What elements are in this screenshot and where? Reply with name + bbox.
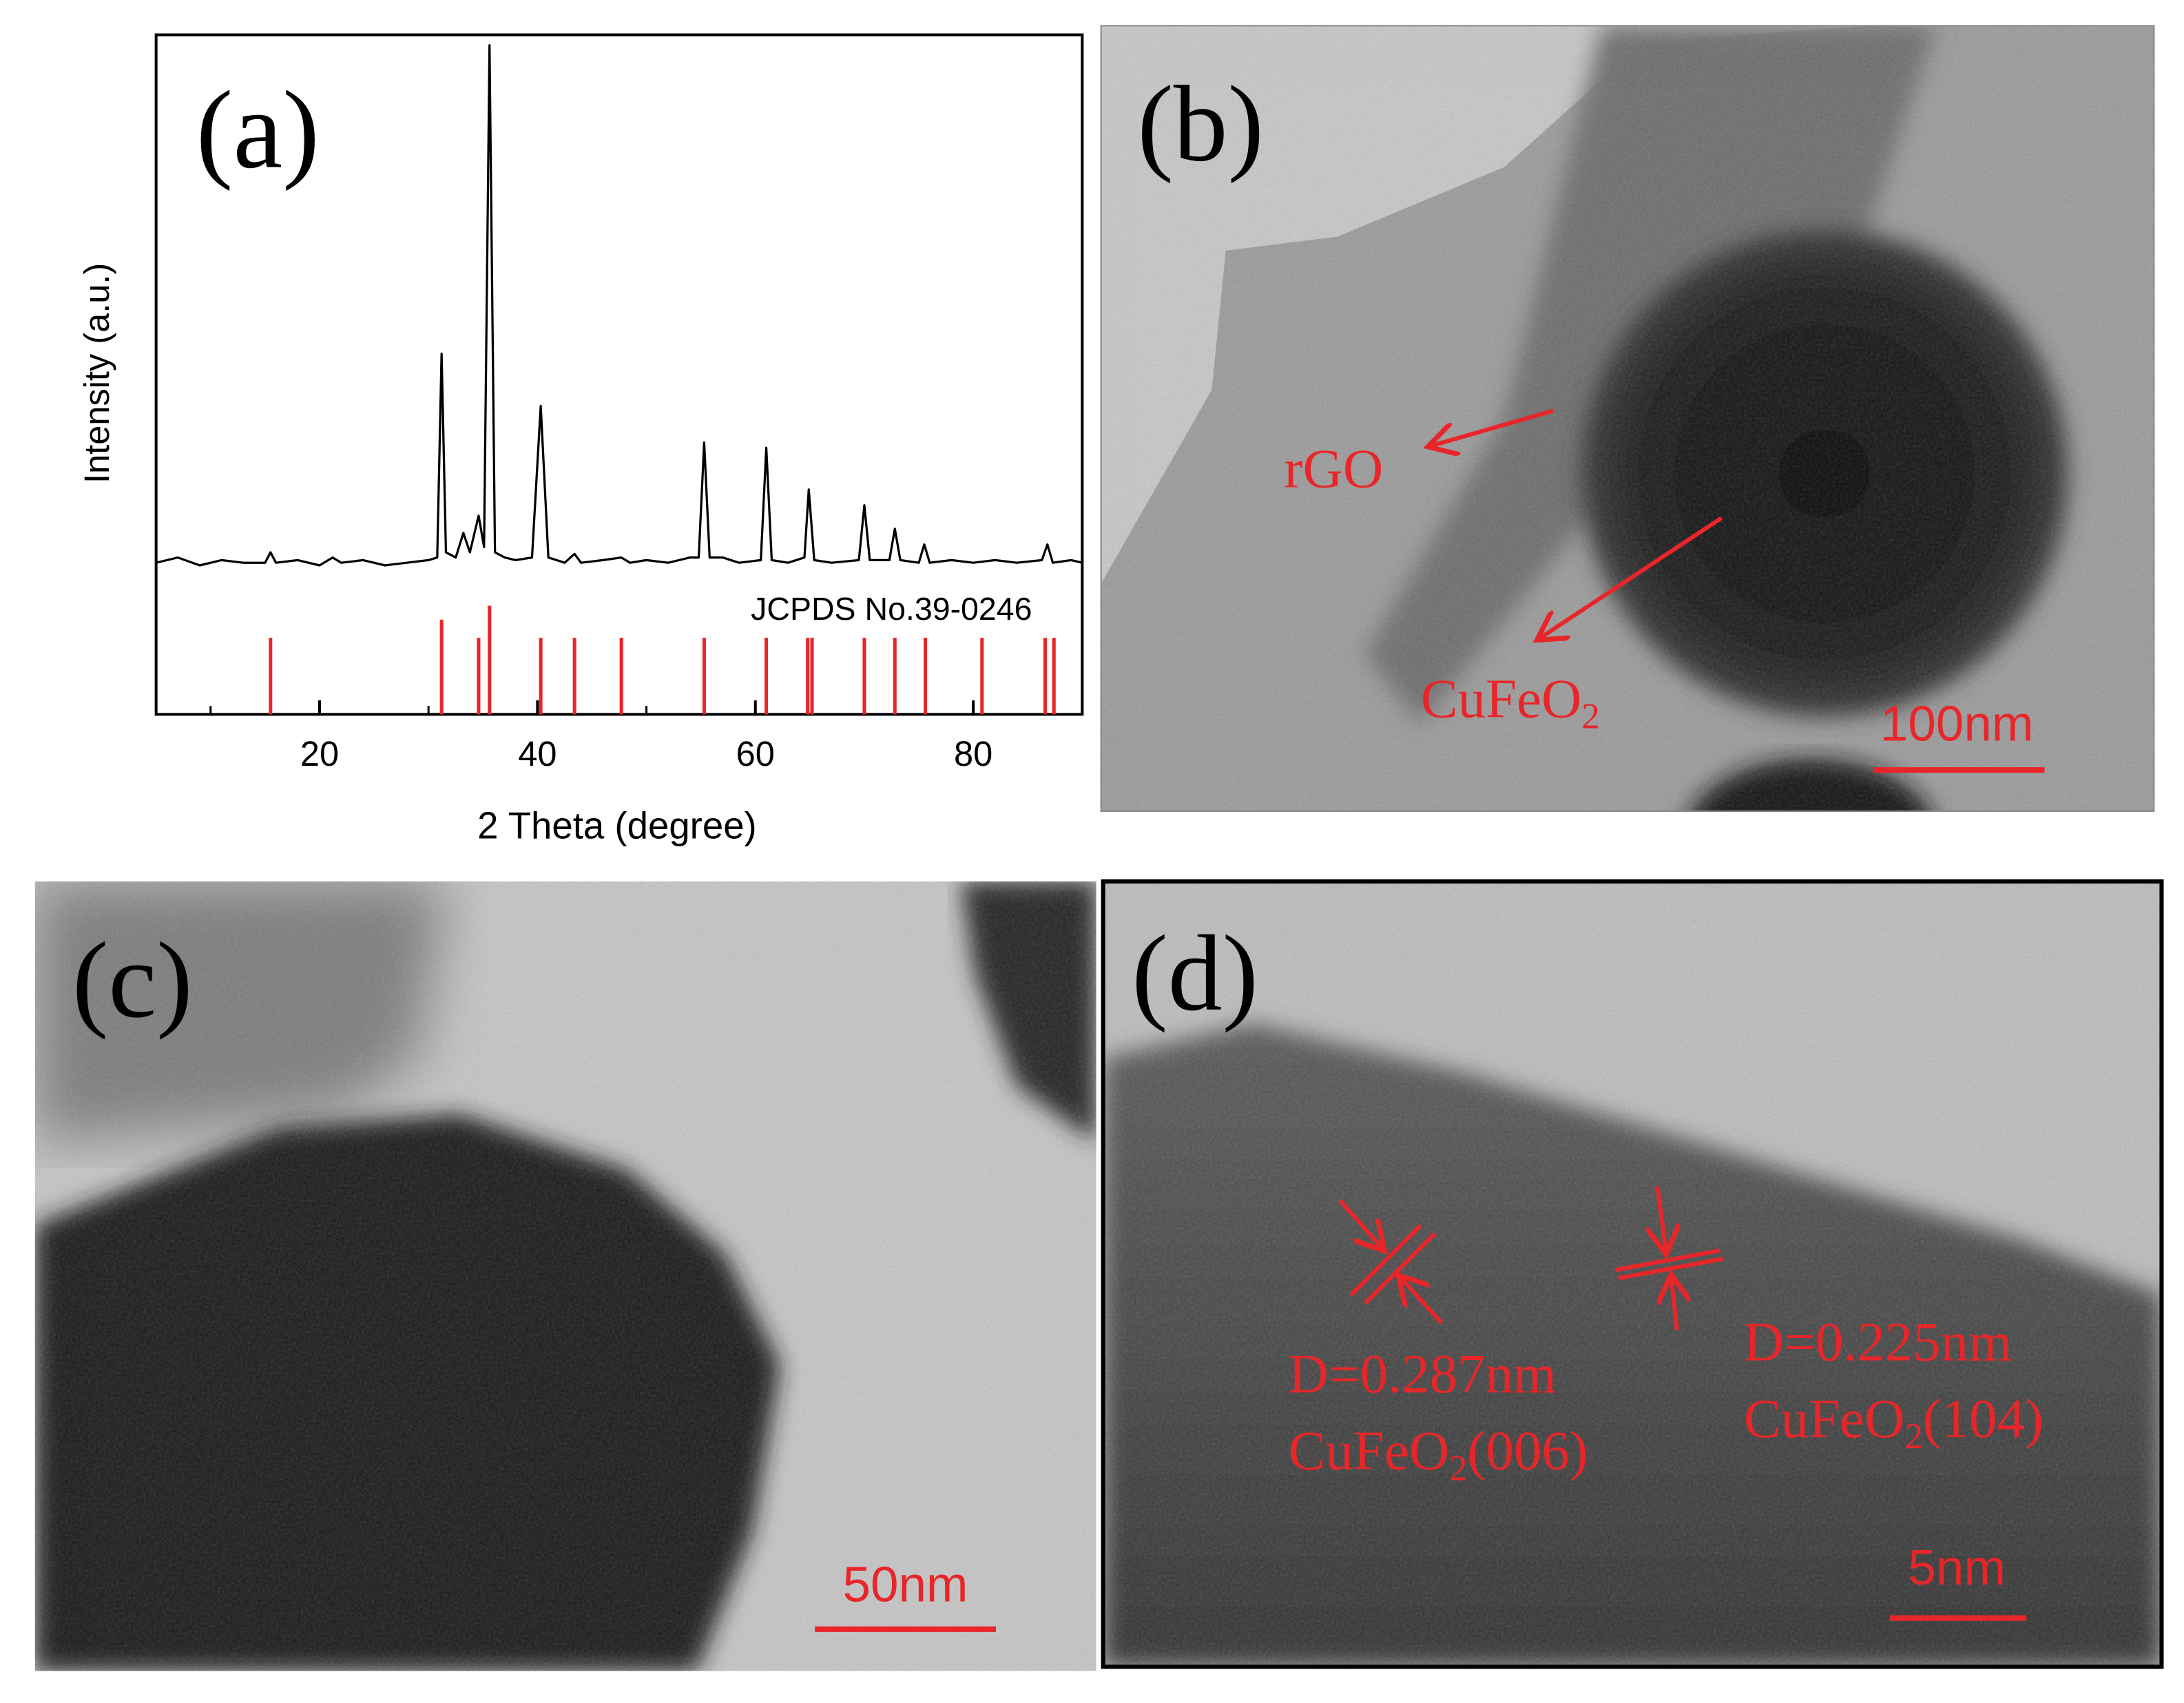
annotation: rGO	[1285, 439, 1384, 500]
tem-panel-c	[34, 881, 1096, 1671]
fringe-marker	[1338, 1186, 1724, 1330]
panel-label: (a)	[196, 68, 320, 191]
annotation: CuFeO2(006)	[1289, 1420, 1588, 1488]
x-tick-label: 20	[300, 734, 339, 773]
xrd-pattern	[156, 44, 1083, 567]
x-tick-label: 40	[518, 734, 557, 773]
x-tick-label: 80	[954, 734, 992, 773]
annotation: D=0.287nm	[1289, 1344, 1557, 1405]
y-axis-title: Intensity (a.u.)	[77, 263, 116, 483]
arrow	[1432, 408, 1554, 446]
panel-label: (b)	[1137, 64, 1264, 185]
tem-panel-d	[1103, 881, 2162, 1667]
reference-label: JCPDS No.39-0246	[751, 591, 1032, 627]
x-tick-label: 60	[736, 734, 775, 773]
scale-bar-label: 100nm	[1880, 696, 2034, 752]
annotation: D=0.225nm	[1744, 1312, 2012, 1373]
annotation: CuFeO2	[1421, 668, 1600, 736]
panel-label: (d)	[1132, 913, 1258, 1034]
scale-bar-label: 50nm	[843, 1556, 968, 1612]
tem-panel-b	[1100, 25, 2155, 812]
xrd-chart: (a) 2 Theta (degree) Intensity (a.u.) JC…	[77, 33, 1084, 846]
annotation: CuFeO2(104)	[1744, 1388, 2043, 1456]
panel-label: (c)	[72, 920, 193, 1041]
x-axis-title: 2 Theta (degree)	[477, 804, 757, 846]
scale-bar-label: 5nm	[1908, 1540, 2006, 1596]
plot-frame	[154, 33, 1084, 716]
panel-border	[1101, 879, 2164, 1669]
arrow	[1541, 516, 1723, 638]
